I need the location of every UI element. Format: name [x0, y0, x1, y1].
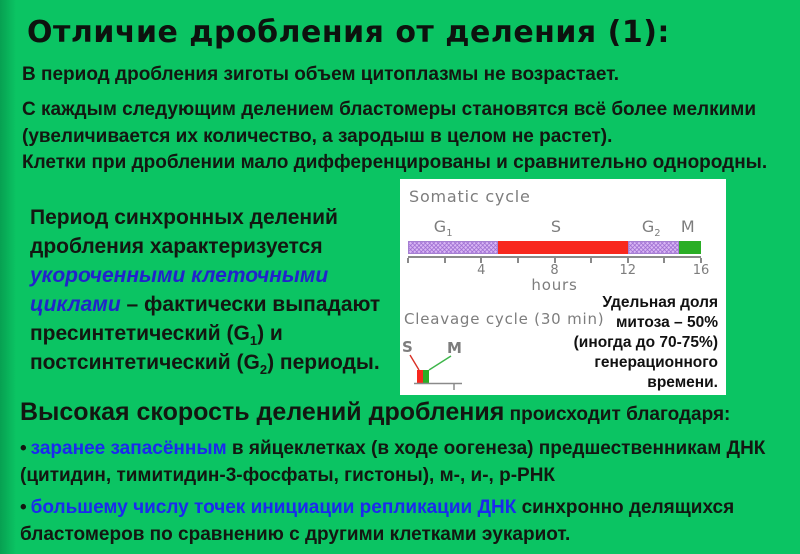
hours-axis-title: hours: [531, 276, 578, 294]
tick-label-16: 16: [692, 263, 710, 278]
g2-subscript: 2: [259, 362, 268, 378]
axis-tick: [553, 258, 556, 263]
s-phase-segment: [497, 241, 628, 254]
phase-label-g1: G1: [433, 217, 453, 240]
mini-s-segment: [417, 370, 423, 383]
bullet-1-text: в яйцеклетках (в ходе оогенеза) предшест…: [20, 438, 766, 486]
left-block-text-end: ) периоды.: [267, 351, 380, 374]
cleavage-cycle-label: Cleavage cycle (30 min): [404, 310, 605, 328]
footer-heading: Высокая скорость делений дробления проис…: [20, 398, 730, 427]
mini-cleavage-chart: S M: [402, 338, 462, 390]
synchronous-divisions-text: Период синхронных делений дробления хара…: [30, 203, 425, 377]
footer-bullet-2: • большему числу точек инициации репликац…: [20, 494, 795, 548]
bullet-dot: •: [20, 497, 27, 518]
phase-label-s: S: [550, 217, 562, 236]
left-block-text-mid2: ) и постсинтетический (G: [30, 322, 283, 374]
slide-title: Отличие дробления от деления (1):: [27, 15, 670, 50]
tick-label-4: 4: [477, 263, 486, 278]
intro-paragraph-2: С каждым следующим делением бластомеры с…: [22, 99, 757, 147]
footer-bullet-1: • заранее запасённым в яйцеклетках (в ход…: [20, 435, 795, 489]
intro-paragraph-3: Клетки при дроблении мало дифференцирова…: [22, 152, 768, 173]
somatic-cycle-bar: [408, 241, 701, 254]
mitosis-share-note: Удельная доля митоза – 50% (иногда до 70…: [573, 294, 718, 391]
left-block-text-mid: – фактически выпадают пресинтетический (…: [30, 293, 381, 345]
axis-tick: [516, 258, 519, 263]
tick-label-8: 8: [550, 263, 559, 278]
mini-m-segment: [423, 370, 429, 383]
phase-labels-row: G1 S G2 M: [408, 217, 701, 240]
g1-subscript: 1: [249, 333, 258, 349]
footer-heading-big: Высокая скорость делений дробления: [20, 398, 505, 426]
tick-label-12: 12: [619, 263, 637, 278]
cell-cycle-diagram: Somatic cycle G1 S G2 M 4 8: [400, 179, 726, 395]
axis-tick: [590, 258, 593, 263]
axis-tick: [407, 258, 409, 263]
bullet-2-text: синхронно делящихся бластомеров по сравн…: [20, 497, 735, 545]
footer-heading-small: происходит благодаря:: [504, 404, 731, 425]
somatic-cycle-label: Somatic cycle: [409, 187, 531, 206]
mini-m-label: M: [447, 339, 462, 357]
left-block-text-start: Период синхронных делений дробления хара…: [30, 206, 338, 258]
phase-label-g2: G2: [641, 217, 661, 240]
bullet-1-highlight: заранее запасённым: [30, 438, 227, 459]
axis-tick: [443, 258, 446, 263]
g1-phase-segment: [408, 241, 498, 254]
mini-m-pointer-line: [428, 355, 452, 371]
g2-phase-segment: [627, 241, 679, 254]
intro-paragraph-1: В период дробления зиготы объем цитоплаз…: [22, 64, 620, 85]
axis-tick: [700, 258, 702, 263]
bullet-dot: •: [20, 438, 27, 459]
axis-tick: [626, 258, 629, 263]
shortened-cell-cycles-highlight: укороченными клеточными циклами: [30, 264, 329, 316]
m-phase-segment: [679, 241, 701, 254]
mini-s-label: S: [402, 338, 413, 356]
bullet-2-highlight: большему числу точек инициации репликаци…: [30, 497, 517, 518]
mini-s-pointer-line: [409, 354, 420, 371]
hours-axis: [407, 256, 702, 264]
axis-tick: [480, 258, 483, 263]
phase-label-m: M: [680, 217, 695, 236]
axis-tick-labels: 4 8 12 16: [408, 263, 709, 278]
axis-tick: [663, 258, 666, 263]
